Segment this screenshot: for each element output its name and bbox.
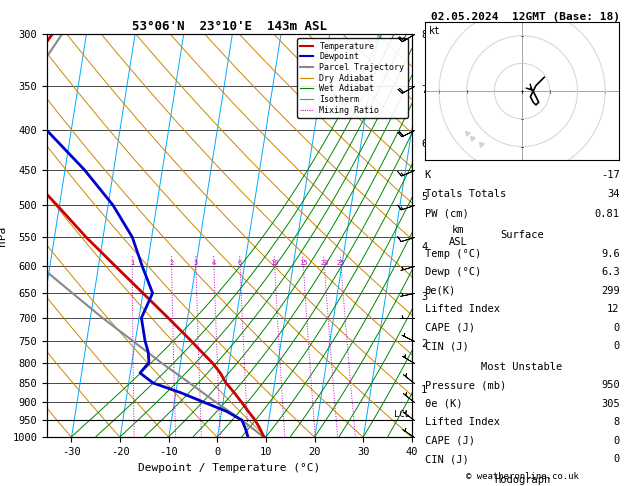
Text: 0: 0	[613, 341, 620, 351]
Legend: Temperature, Dewpoint, Parcel Trajectory, Dry Adiabat, Wet Adiabat, Isotherm, Mi: Temperature, Dewpoint, Parcel Trajectory…	[297, 38, 408, 118]
Text: 6: 6	[238, 260, 242, 266]
Text: 305: 305	[601, 399, 620, 409]
Text: 0: 0	[613, 454, 620, 464]
Text: -17: -17	[601, 170, 620, 180]
Text: Dewp (°C): Dewp (°C)	[425, 267, 481, 277]
Text: CIN (J): CIN (J)	[425, 341, 468, 351]
Text: Temp (°C): Temp (°C)	[425, 249, 481, 259]
Text: 15: 15	[299, 260, 308, 266]
Text: 2: 2	[170, 260, 174, 266]
Text: Pressure (mb): Pressure (mb)	[425, 381, 506, 390]
Y-axis label: km
ASL: km ASL	[448, 225, 467, 246]
Text: 0: 0	[613, 323, 620, 332]
Text: CIN (J): CIN (J)	[425, 454, 468, 464]
Text: 12: 12	[607, 304, 620, 314]
Text: θe(K): θe(K)	[425, 286, 456, 295]
Text: Totals Totals: Totals Totals	[425, 190, 506, 199]
Text: Lifted Index: Lifted Index	[425, 304, 499, 314]
Text: 950: 950	[601, 381, 620, 390]
Text: CAPE (J): CAPE (J)	[425, 436, 474, 446]
Title: 53°06'N  23°10'E  143m ASL: 53°06'N 23°10'E 143m ASL	[132, 20, 327, 33]
Text: Hodograph: Hodograph	[494, 475, 550, 485]
Text: 9.6: 9.6	[601, 249, 620, 259]
Text: K: K	[425, 170, 431, 180]
Text: Lifted Index: Lifted Index	[425, 417, 499, 427]
Text: 4: 4	[212, 260, 216, 266]
Text: 6.3: 6.3	[601, 267, 620, 277]
Text: PW (cm): PW (cm)	[425, 209, 468, 219]
Text: LCL: LCL	[394, 410, 411, 418]
Text: 0.81: 0.81	[594, 209, 620, 219]
Text: kt: kt	[429, 26, 441, 36]
X-axis label: Dewpoint / Temperature (°C): Dewpoint / Temperature (°C)	[138, 463, 321, 473]
Text: 10: 10	[270, 260, 279, 266]
Text: 0: 0	[613, 436, 620, 446]
Text: 1: 1	[130, 260, 135, 266]
Y-axis label: hPa: hPa	[0, 226, 7, 246]
Text: 25: 25	[337, 260, 345, 266]
Text: 3: 3	[194, 260, 198, 266]
Text: 20: 20	[320, 260, 328, 266]
Text: CAPE (J): CAPE (J)	[425, 323, 474, 332]
Text: 8: 8	[613, 417, 620, 427]
Text: 299: 299	[601, 286, 620, 295]
Text: 34: 34	[607, 190, 620, 199]
Text: Surface: Surface	[500, 230, 544, 240]
Text: © weatheronline.co.uk: © weatheronline.co.uk	[465, 472, 579, 481]
Text: 02.05.2024  12GMT (Base: 18): 02.05.2024 12GMT (Base: 18)	[431, 12, 620, 22]
Text: Most Unstable: Most Unstable	[481, 362, 563, 372]
Text: θe (K): θe (K)	[425, 399, 462, 409]
